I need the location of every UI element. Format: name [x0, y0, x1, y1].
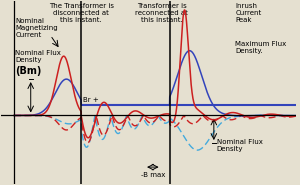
Text: Inrush
Current
Peak: Inrush Current Peak [235, 3, 262, 23]
Text: Nominal Flux
Density: Nominal Flux Density [217, 139, 262, 152]
Text: Maximum Flux
Density.: Maximum Flux Density. [235, 41, 286, 54]
Text: The Transformer is
disconnected at
this instant.: The Transformer is disconnected at this … [49, 3, 114, 23]
Text: Br +: Br + [83, 97, 99, 103]
Text: Nominal
Magnetizing
Current: Nominal Magnetizing Current [15, 18, 58, 38]
Text: -B max: -B max [141, 172, 166, 178]
Text: Transformer is
reconnected at
this instant.: Transformer is reconnected at this insta… [135, 3, 188, 23]
Text: Nominal Flux
Density: Nominal Flux Density [15, 50, 61, 63]
Text: (Bm): (Bm) [15, 66, 42, 76]
